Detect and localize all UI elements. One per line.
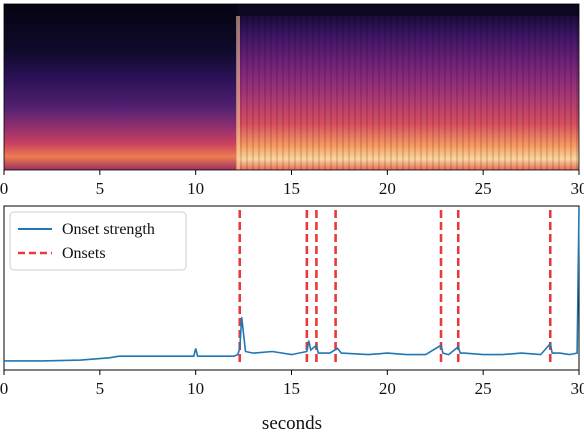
legend-box — [9, 211, 187, 271]
spectrogram-transition — [236, 16, 240, 170]
spectrogram-x-tick-label: 20 — [379, 179, 396, 198]
spectrogram-loud-top-band — [237, 4, 579, 16]
legend-label-onsets: Onsets — [62, 245, 106, 262]
spectrogram-x-ticks: 0 5 10 15 20 25 30 — [0, 170, 584, 198]
onset-x-tick-label: 5 — [96, 379, 105, 398]
onset-x-ticks: 0 5 10 15 20 25 30 — [0, 370, 584, 398]
x-axis-title: seconds — [262, 413, 322, 432]
spectrogram-texture — [237, 16, 579, 170]
spectrogram-x-tick-label: 25 — [475, 179, 492, 198]
onset-x-tick-label: 15 — [283, 379, 300, 398]
onset-lines — [238, 210, 552, 366]
onset-x-tick-label: 30 — [571, 379, 584, 398]
spectrogram-x-tick-label: 10 — [187, 179, 204, 198]
spectrogram-x-tick-label: 0 — [0, 179, 8, 198]
spectrogram-panel — [3, 3, 580, 171]
onset-x-tick-label: 20 — [379, 379, 396, 398]
spectrogram-x-tick-label: 15 — [283, 179, 300, 198]
legend-label-onset-strength: Onset strength — [62, 221, 155, 238]
onset-strength-line — [4, 207, 580, 362]
spectrogram-x-tick-label: 5 — [96, 179, 105, 198]
legend: Onset strength Onsets — [9, 211, 187, 271]
onset-x-tick-label: 25 — [475, 379, 492, 398]
onset-x-tick-label: 0 — [0, 379, 8, 398]
onset-x-tick-label: 10 — [187, 379, 204, 398]
spectrogram-x-tick-label: 30 — [571, 179, 584, 198]
spectrogram-quiet-region — [4, 4, 237, 170]
